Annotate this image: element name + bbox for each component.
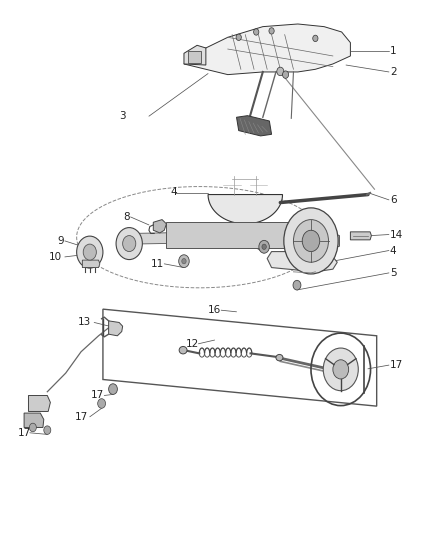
Polygon shape: [28, 395, 50, 411]
Circle shape: [179, 255, 189, 268]
Circle shape: [29, 423, 36, 432]
Polygon shape: [302, 233, 339, 252]
Circle shape: [98, 399, 106, 408]
Text: 4: 4: [171, 187, 177, 197]
Circle shape: [236, 34, 241, 41]
Circle shape: [277, 67, 284, 76]
Circle shape: [269, 28, 274, 34]
Polygon shape: [82, 260, 100, 268]
Polygon shape: [24, 413, 44, 427]
Text: 11: 11: [151, 259, 164, 269]
Polygon shape: [267, 252, 337, 272]
Polygon shape: [153, 220, 166, 233]
Circle shape: [284, 208, 338, 274]
Polygon shape: [237, 116, 272, 136]
Polygon shape: [208, 195, 283, 224]
Text: 17: 17: [74, 412, 88, 422]
Circle shape: [302, 230, 320, 252]
Circle shape: [83, 244, 96, 260]
Text: 6: 6: [390, 195, 396, 205]
Text: 17: 17: [91, 391, 104, 400]
Circle shape: [77, 236, 103, 268]
Text: 15: 15: [245, 240, 258, 250]
Text: 1: 1: [390, 46, 396, 55]
Text: 17: 17: [390, 360, 403, 370]
Polygon shape: [109, 321, 123, 336]
Ellipse shape: [276, 354, 283, 361]
Circle shape: [182, 259, 186, 264]
Text: 12: 12: [186, 339, 199, 349]
Polygon shape: [129, 230, 320, 244]
Text: 2: 2: [390, 67, 396, 77]
Text: 3: 3: [119, 111, 126, 121]
Text: 14: 14: [390, 230, 403, 239]
Circle shape: [254, 29, 259, 35]
Text: 4: 4: [390, 246, 396, 255]
Circle shape: [323, 348, 358, 391]
Circle shape: [109, 384, 117, 394]
Text: 5: 5: [390, 268, 396, 278]
Text: 17: 17: [18, 428, 31, 438]
Ellipse shape: [179, 346, 187, 354]
Text: 10: 10: [49, 252, 62, 262]
Circle shape: [333, 360, 349, 379]
Bar: [166, 222, 289, 248]
Polygon shape: [184, 45, 206, 65]
Text: 9: 9: [57, 236, 64, 246]
Text: 8: 8: [124, 212, 130, 222]
Circle shape: [293, 220, 328, 262]
Circle shape: [283, 71, 289, 78]
Polygon shape: [188, 51, 201, 63]
Circle shape: [262, 244, 266, 249]
Text: 16: 16: [208, 305, 221, 315]
Circle shape: [123, 236, 136, 252]
Polygon shape: [350, 232, 371, 240]
Circle shape: [44, 426, 51, 434]
Circle shape: [313, 35, 318, 42]
Circle shape: [293, 280, 301, 290]
Text: 13: 13: [78, 318, 91, 327]
Polygon shape: [184, 24, 350, 75]
Circle shape: [116, 228, 142, 260]
Circle shape: [259, 240, 269, 253]
